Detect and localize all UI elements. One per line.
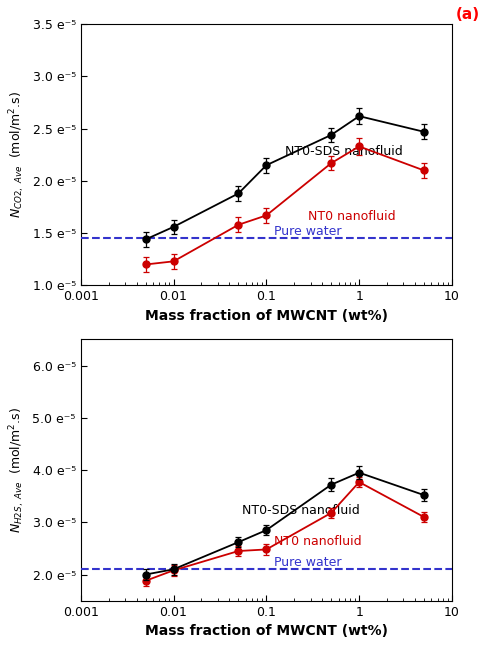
Y-axis label: $N_{CO2,\ Ave}$  (mol/m$^2$.s): $N_{CO2,\ Ave}$ (mol/m$^2$.s) bbox=[7, 92, 27, 218]
Text: NT0-SDS nanofluid: NT0-SDS nanofluid bbox=[285, 145, 402, 158]
Text: NT0 nanofluid: NT0 nanofluid bbox=[307, 210, 395, 223]
X-axis label: Mass fraction of MWCNT (wt%): Mass fraction of MWCNT (wt%) bbox=[145, 309, 387, 322]
Text: Pure water: Pure water bbox=[273, 556, 341, 570]
Text: NT0-SDS nanofluid: NT0-SDS nanofluid bbox=[242, 504, 359, 517]
Text: Pure water: Pure water bbox=[273, 225, 341, 239]
Y-axis label: $N_{H2S,\ Ave}$  (mol/m$^2$.s): $N_{H2S,\ Ave}$ (mol/m$^2$.s) bbox=[7, 407, 27, 533]
X-axis label: Mass fraction of MWCNT (wt%): Mass fraction of MWCNT (wt%) bbox=[145, 624, 387, 638]
Text: NT0 nanofluid: NT0 nanofluid bbox=[273, 535, 361, 548]
Text: (a): (a) bbox=[455, 6, 479, 21]
